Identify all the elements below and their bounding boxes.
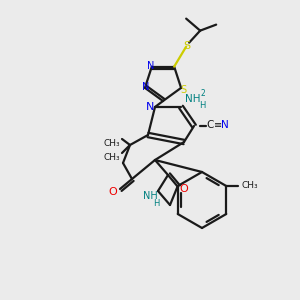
Text: N: N (146, 102, 154, 112)
Text: N: N (142, 82, 150, 92)
Text: 2: 2 (201, 89, 206, 98)
Text: NH: NH (142, 191, 158, 201)
Text: H: H (199, 101, 205, 110)
Text: O: O (180, 184, 188, 194)
Text: H: H (153, 200, 159, 208)
Text: ≡: ≡ (214, 120, 222, 130)
Text: CH₃: CH₃ (242, 182, 259, 190)
Text: CH₃: CH₃ (104, 152, 120, 161)
Text: O: O (109, 187, 117, 197)
Text: NH: NH (185, 94, 201, 104)
Text: N: N (147, 61, 154, 70)
Text: C: C (206, 120, 214, 130)
Text: S: S (184, 40, 191, 51)
Text: S: S (180, 85, 186, 95)
Text: N: N (221, 120, 229, 130)
Text: CH₃: CH₃ (104, 139, 120, 148)
